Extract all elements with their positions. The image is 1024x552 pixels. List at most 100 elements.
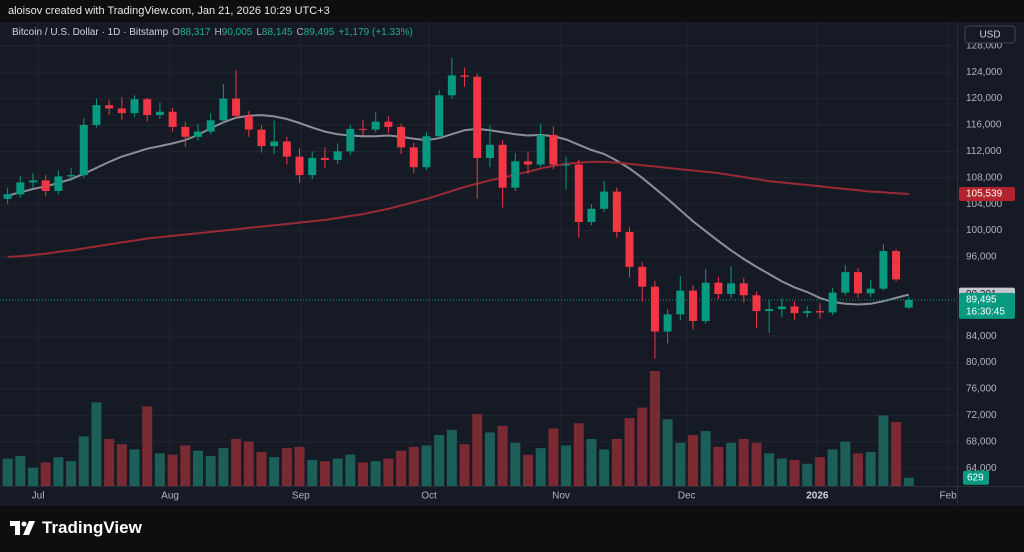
candle-body	[574, 164, 583, 222]
candle-body	[879, 251, 888, 289]
candle-body	[524, 161, 532, 165]
volume-bar	[319, 461, 330, 486]
candle-body	[460, 75, 469, 77]
candle-body	[282, 141, 291, 157]
y-tick-label: 80,000	[966, 357, 997, 368]
candle-body	[650, 286, 659, 332]
volume-bar	[713, 446, 724, 486]
volume-bar	[129, 449, 140, 486]
moving-average	[7, 160, 909, 258]
volume-bar	[472, 414, 483, 486]
x-tick-label: 2026	[806, 491, 829, 502]
candle-body	[41, 180, 50, 191]
currency-box[interactable]	[964, 25, 1016, 44]
candle-body	[854, 272, 862, 294]
candle-body	[270, 141, 279, 147]
y-tick-label: 124,000	[966, 67, 1003, 78]
candle-body	[92, 105, 101, 125]
volume-bar	[180, 445, 191, 486]
candle-body	[308, 157, 317, 176]
legend-key: L	[256, 27, 262, 38]
y-tick-label: 116,000	[966, 120, 1002, 131]
candle-body	[866, 288, 875, 294]
y-tick-label: 112,000	[966, 146, 1002, 157]
candle-body	[727, 283, 736, 294]
legend-value: 88,317	[179, 27, 211, 38]
candle-body	[447, 75, 456, 96]
currency[interactable]: USD	[979, 30, 1000, 41]
candle-body	[244, 115, 253, 130]
volume-bar	[840, 441, 851, 486]
brand: TradingView	[10, 518, 142, 538]
volume-bar	[561, 445, 572, 486]
candle-body	[689, 290, 697, 321]
candle-body	[892, 251, 901, 280]
legend-key: C	[296, 27, 304, 38]
volume-bar	[802, 463, 813, 486]
volume-bar	[421, 445, 432, 486]
axes: 64,000 68,000 72,000 76,000 80,000 84,000 96,0…	[32, 40, 1003, 501]
candle-body	[435, 95, 444, 137]
volume-bar	[764, 453, 775, 486]
volume-bar	[827, 449, 838, 486]
candle-body	[371, 121, 380, 130]
candle-body	[612, 191, 621, 232]
x-tick-label: Oct	[421, 491, 437, 502]
candle-body	[473, 76, 482, 158]
candle-body	[600, 191, 609, 209]
candle-body	[638, 266, 647, 287]
candle-body	[155, 111, 164, 116]
candle-body	[841, 272, 850, 293]
candle-body	[143, 99, 152, 116]
candle-body	[904, 299, 913, 308]
volume-bar	[345, 454, 356, 486]
candle-body	[105, 105, 114, 109]
volume-bar	[459, 444, 470, 486]
brand-icon	[10, 521, 35, 535]
volume-bar	[891, 421, 902, 486]
candle-body	[777, 306, 786, 310]
volume-bar	[408, 446, 419, 486]
header: aloisov created with TradingView.com, Ja…	[8, 5, 330, 17]
price-label: 105,539	[966, 189, 1003, 200]
y-tick-label: 100,000	[966, 225, 1003, 236]
volume-bar	[484, 432, 495, 486]
volume-label-box	[963, 470, 989, 485]
volume-bar	[358, 462, 368, 486]
candle-body	[295, 156, 304, 176]
candle-body	[562, 164, 571, 166]
volume-bar	[535, 448, 546, 486]
volume-label: 629	[967, 472, 984, 483]
symbol: Bitcoin / U.S. Dollar · 1D · Bitstamp	[12, 27, 169, 38]
candle-body	[752, 295, 761, 312]
volume-bar	[243, 441, 254, 486]
volume-bar	[218, 448, 229, 486]
volume-bar	[637, 407, 648, 486]
candle-body	[130, 99, 139, 114]
candle-body	[320, 157, 329, 160]
candle-body	[359, 128, 367, 130]
x-tick-label: Jul	[32, 491, 45, 502]
candles	[3, 57, 913, 359]
x-tick-label: Aug	[161, 491, 179, 502]
volume-bar	[751, 442, 762, 486]
candle-body	[181, 126, 190, 137]
volume-bar	[649, 371, 660, 486]
candle-body	[117, 108, 126, 114]
volume-bar	[332, 458, 343, 486]
volume-bar	[789, 459, 800, 486]
y-tick-label: 72,000	[966, 410, 997, 421]
moving-average	[7, 114, 910, 306]
candle-body	[739, 283, 748, 296]
candle-body	[498, 144, 507, 188]
x-tick-label: Dec	[678, 491, 696, 502]
volume-bar	[15, 455, 26, 486]
candle-body	[815, 311, 824, 313]
legend-key: O	[172, 27, 180, 38]
candle-body	[54, 176, 63, 191]
volume-bar	[167, 454, 178, 486]
volume	[2, 371, 914, 486]
volume-bar	[814, 457, 825, 486]
volume-bar	[231, 438, 242, 486]
candle-body	[397, 126, 406, 148]
